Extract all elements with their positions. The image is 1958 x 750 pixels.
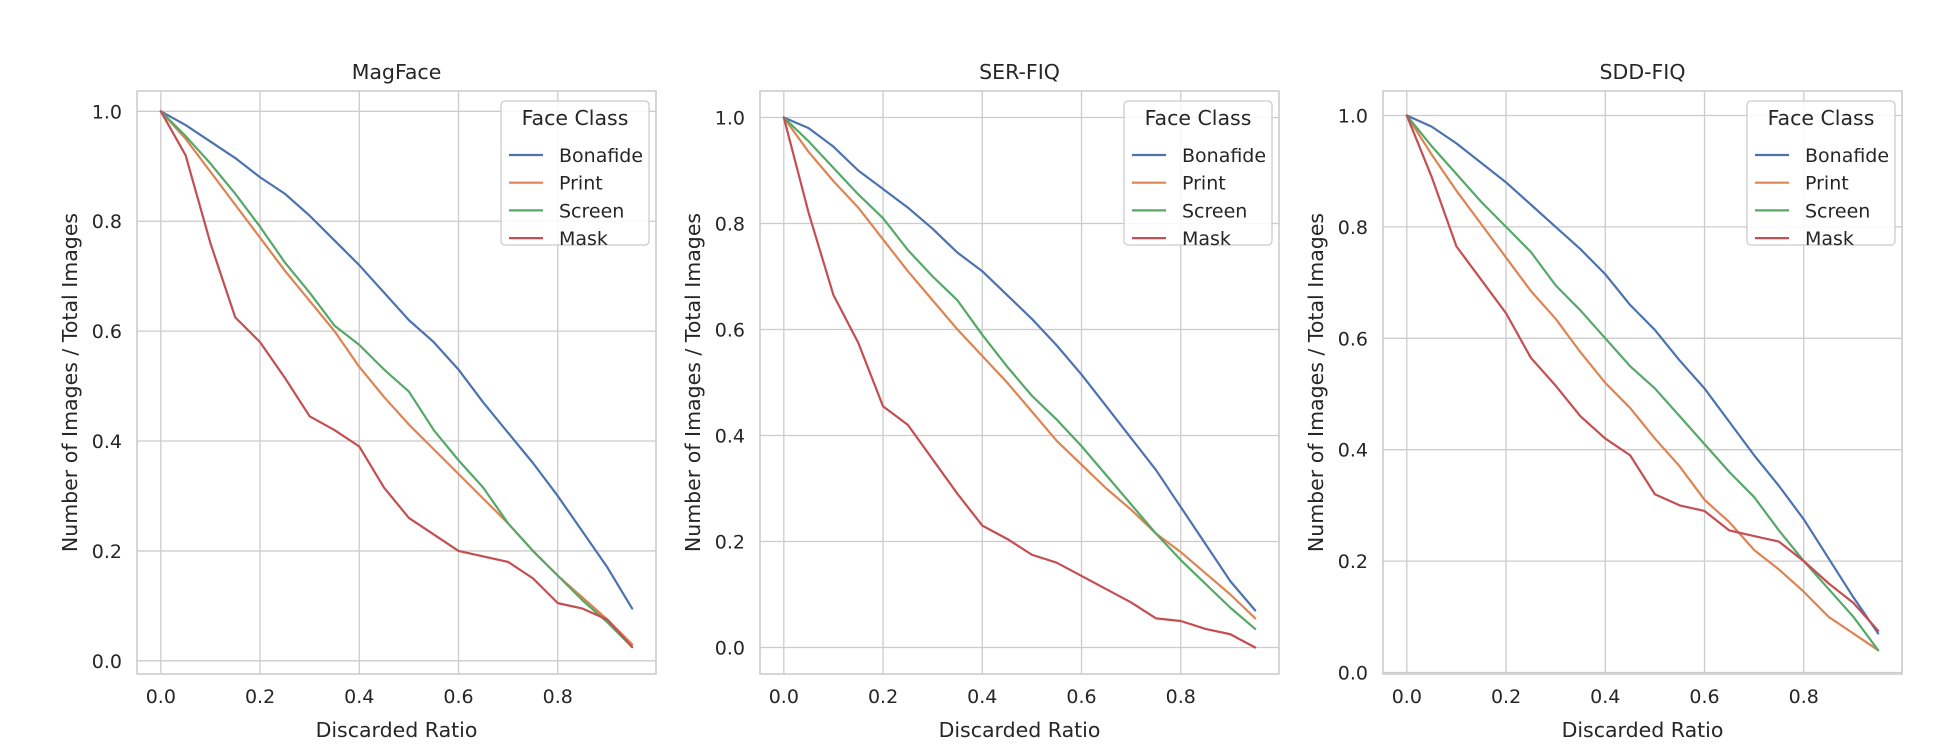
legend-label-mask: Mask <box>559 228 608 250</box>
legend: Face Class Bonafide Print Screen Mask <box>1123 100 1273 250</box>
axes-frame <box>136 90 657 675</box>
y-tick-label: 0.8 <box>715 214 745 236</box>
x-tick-label: 0.0 <box>146 686 176 708</box>
chart-title: SER-FIQ <box>979 60 1060 84</box>
series-line-bonafide <box>159 110 634 610</box>
x-tick-label: 0.8 <box>1166 686 1196 708</box>
series-line-print <box>782 116 1257 620</box>
series-line-mask <box>782 116 1257 649</box>
y-tick-label: 1.0 <box>715 108 745 130</box>
legend-label-screen: Screen <box>1182 200 1247 222</box>
x-tick-label: 0.6 <box>443 686 473 708</box>
series-line-mask <box>1405 114 1880 632</box>
y-axis-label: Number of Images / Total Images <box>681 213 705 552</box>
series-lines <box>159 110 634 649</box>
x-axis-label: Discarded Ratio <box>1562 718 1724 742</box>
y-tick-label: 0.6 <box>715 320 745 342</box>
legend-box <box>500 100 650 246</box>
x-axis-label: Discarded Ratio <box>316 718 478 742</box>
y-tick-label: 0.4 <box>92 431 122 453</box>
x-tick-label: 0.8 <box>1789 686 1819 708</box>
x-tick-label: 0.6 <box>1066 686 1096 708</box>
x-tick-label: 0.4 <box>1590 686 1620 708</box>
series-lines <box>782 116 1257 649</box>
x-axis-label: Discarded Ratio <box>939 718 1101 742</box>
legend-title: Face Class <box>1145 106 1252 130</box>
x-tick-label: 0.6 <box>1689 686 1719 708</box>
legend-title: Face Class <box>1768 106 1875 130</box>
legend: Face Class Bonafide Print Screen Mask <box>500 100 650 250</box>
y-tick-label: 0.2 <box>715 532 745 554</box>
x-tick-label: 0.8 <box>543 686 573 708</box>
series-line-print <box>1405 114 1880 652</box>
x-tick-label: 0.2 <box>245 686 275 708</box>
x-tick-label: 0.2 <box>1491 686 1521 708</box>
axes-frame <box>1382 90 1903 675</box>
x-tick-label: 0.4 <box>344 686 374 708</box>
y-tick-label: 0.4 <box>1338 440 1368 462</box>
legend: Face Class Bonafide Print Screen Mask <box>1746 100 1896 250</box>
chart-title: MagFace <box>352 60 442 84</box>
legend-label-screen: Screen <box>1805 200 1870 222</box>
series-line-screen <box>782 116 1257 631</box>
y-tick-label: 0.6 <box>1338 328 1368 350</box>
x-tick-label: 0.2 <box>868 686 898 708</box>
legend-label-print: Print <box>1182 173 1226 195</box>
axes-frame <box>759 90 1280 675</box>
series-line-bonafide <box>782 116 1257 612</box>
legend-label-print: Print <box>559 173 603 195</box>
legend-label-mask: Mask <box>1805 228 1854 250</box>
legend-label-screen: Screen <box>559 200 624 222</box>
y-tick-label: 1.0 <box>92 101 122 123</box>
y-tick-label: 0.8 <box>92 211 122 233</box>
series-line-mask <box>159 110 634 649</box>
y-tick-label: 0.4 <box>715 426 745 448</box>
legend-title: Face Class <box>522 106 629 130</box>
series-line-bonafide <box>1405 114 1880 635</box>
y-tick-label: 0.0 <box>1338 662 1368 684</box>
legend-box <box>1123 100 1273 246</box>
series-line-screen <box>159 110 634 649</box>
y-tick-label: 1.0 <box>1338 106 1368 128</box>
y-tick-label: 0.0 <box>92 651 122 673</box>
x-tick-label: 0.0 <box>769 686 799 708</box>
chart-panel-ser-fiq: 0.0 0.2 0.4 0.6 0.8 0.0 0.2 0.4 0.6 0.8 1.0 SER-FIQ… <box>681 60 1280 742</box>
legend-label-mask: Mask <box>1182 228 1231 250</box>
chart-panel-sdd-fiq: 0.0 0.2 0.4 0.6 0.8 0.0 0.2 0.4 0.6 0.8 1.0 SDD-FIQ… <box>1304 60 1903 742</box>
y-tick-label: 0.6 <box>92 321 122 343</box>
chart-title: SDD-FIQ <box>1600 60 1686 84</box>
legend-label-bonafide: Bonafide <box>1805 145 1889 167</box>
x-tick-label: 0.0 <box>1392 686 1422 708</box>
legend-label-print: Print <box>1805 173 1849 195</box>
y-tick-label: 0.0 <box>715 638 745 660</box>
series-line-screen <box>1405 114 1880 652</box>
legend-label-bonafide: Bonafide <box>559 145 643 167</box>
y-axis-label: Number of Images / Total Images <box>1304 213 1328 552</box>
x-tick-label: 0.4 <box>967 686 997 708</box>
y-axis-label: Number of Images / Total Images <box>58 213 82 552</box>
y-tick-label: 0.8 <box>1338 217 1368 239</box>
y-tick-label: 0.2 <box>92 541 122 563</box>
y-tick-label: 0.2 <box>1338 551 1368 573</box>
chart-panel-magface: 0.0 0.2 0.4 0.6 0.8 0.0 0.2 0.4 0.6 0.8 1.0 MagFace… <box>58 60 657 742</box>
legend-label-bonafide: Bonafide <box>1182 145 1266 167</box>
series-lines <box>1405 114 1880 652</box>
legend-box <box>1746 100 1896 246</box>
